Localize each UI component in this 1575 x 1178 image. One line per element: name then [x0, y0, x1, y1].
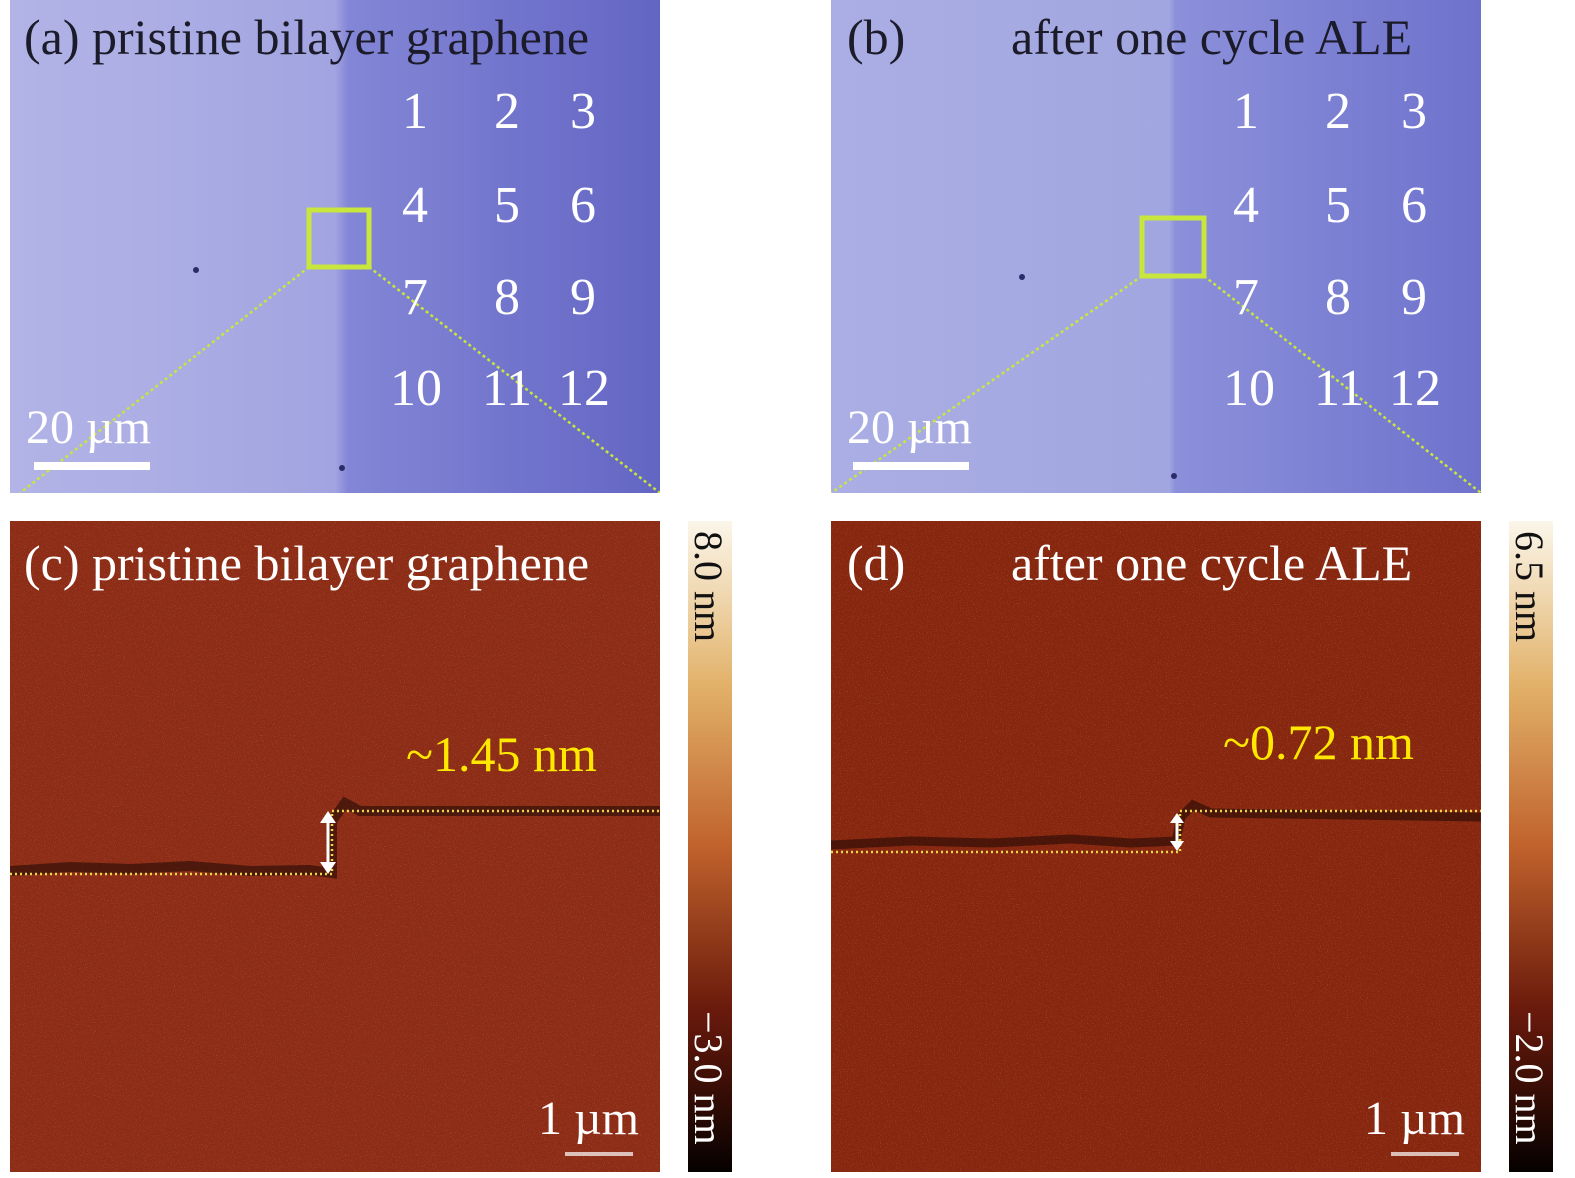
- colorbar-c: 8.0 nm −3.0 nm: [686, 521, 732, 1172]
- dust-speck: [1171, 473, 1177, 479]
- colorbar-d: 6.5 nm −2.0 nm: [1507, 521, 1553, 1172]
- panel-caption-c: pristine bilayer graphene: [92, 535, 590, 591]
- colorbar-max-c: 8.0 nm: [686, 531, 731, 643]
- grid-number: 7: [402, 269, 428, 326]
- arrow-head-down-c: [320, 862, 336, 874]
- panel-letter-d: (d): [847, 535, 906, 591]
- optical-background-b: [831, 0, 1481, 493]
- grid-number: 3: [1401, 83, 1427, 140]
- grid-number: 4: [1233, 177, 1259, 234]
- highlight-box-b: [1139, 215, 1207, 279]
- grid-number: 10: [1223, 360, 1275, 417]
- grid-number: 8: [1325, 269, 1351, 326]
- grid-number: 9: [570, 269, 596, 326]
- optical-image-a: (a) pristine bilayer graphene 1 2 3 4 5 …: [10, 0, 660, 493]
- grid-number: 6: [1401, 177, 1427, 234]
- grid-number: 11: [481, 360, 533, 417]
- grid-number: 12: [1389, 360, 1441, 417]
- colorbar-min-d: −2.0 nm: [1507, 1011, 1552, 1145]
- zoom-line-right-b: [1203, 275, 1481, 493]
- panel-letter-c: (c): [24, 535, 80, 591]
- dust-speck: [339, 465, 345, 471]
- dust-speck: [193, 267, 199, 273]
- grid-number: 9: [1401, 269, 1427, 326]
- grid-number: 1: [1233, 83, 1259, 140]
- panel-title-a: (a) pristine bilayer graphene: [24, 12, 589, 62]
- height-profile-c: [10, 809, 660, 876]
- scale-bar-label-b: 20 µm: [847, 401, 972, 454]
- highlight-box-a: [306, 207, 372, 270]
- panel-title-c: (c) pristine bilayer graphene: [24, 538, 589, 588]
- panel-letter-b: (b): [847, 9, 906, 65]
- grid-number: 5: [1325, 177, 1351, 234]
- height-profile-d: [831, 809, 1481, 854]
- arrow-head-up-c: [320, 811, 336, 823]
- scale-bar-label-c: 1 µm: [538, 1092, 639, 1145]
- colorbar-min-c: −3.0 nm: [686, 1011, 731, 1145]
- grid-number: 7: [1233, 269, 1259, 326]
- grid-number: 6: [570, 177, 596, 234]
- arrow-head-down-d: [1170, 841, 1184, 851]
- grid-number: 2: [1325, 83, 1351, 140]
- grid-number: 12: [558, 360, 610, 417]
- colorbar-max-d: 6.5 nm: [1507, 531, 1552, 643]
- panel-letter-a: (a): [24, 9, 80, 65]
- optical-background-a: [10, 0, 660, 493]
- zoom-line-left-a: [19, 266, 310, 493]
- grid-number: 10: [390, 360, 442, 417]
- grid-number: 3: [570, 83, 596, 140]
- step-edge-d: [831, 799, 1481, 850]
- dust-speck: [1019, 274, 1025, 280]
- panel-caption-a: pristine bilayer graphene: [92, 9, 590, 65]
- afm-background-c: [10, 521, 660, 1172]
- colorbar-gradient-c: [688, 521, 732, 1172]
- scale-bar-label-a: 20 µm: [26, 401, 151, 454]
- afm-background-d: [831, 521, 1481, 1172]
- optical-image-b: (b) after one cycle ALE 1 2 3 4 5 6 7 8 …: [831, 0, 1481, 493]
- scale-bar-label-d: 1 µm: [1364, 1092, 1465, 1145]
- grid-number: 11: [1313, 360, 1365, 417]
- panel-caption-b: after one cycle ALE: [1011, 9, 1413, 65]
- panel-caption-d: after one cycle ALE: [1011, 535, 1413, 591]
- grid-number: 4: [402, 177, 428, 234]
- afm-image-d: (d) after one cycle ALE ~0.72 nm 1 µm: [831, 521, 1481, 1172]
- grid-number: 2: [494, 83, 520, 140]
- zoom-line-right-a: [368, 266, 660, 493]
- scale-bar-a: [34, 462, 150, 470]
- scale-bar-b: [853, 462, 969, 470]
- scale-bar-d: [1391, 1152, 1459, 1156]
- step-height-label-d: ~0.72 nm: [1223, 714, 1414, 770]
- grid-number: 5: [494, 177, 520, 234]
- scale-bar-c: [565, 1152, 633, 1156]
- grid-number: 1: [402, 83, 428, 140]
- grid-number: 8: [494, 269, 520, 326]
- arrow-head-up-d: [1170, 813, 1184, 823]
- afm-image-c: (c) pristine bilayer graphene ~1.45 nm 1…: [10, 521, 660, 1172]
- step-edge-c: [10, 796, 660, 879]
- step-height-label-c: ~1.45 nm: [406, 726, 597, 782]
- colorbar-gradient-d: [1509, 521, 1553, 1172]
